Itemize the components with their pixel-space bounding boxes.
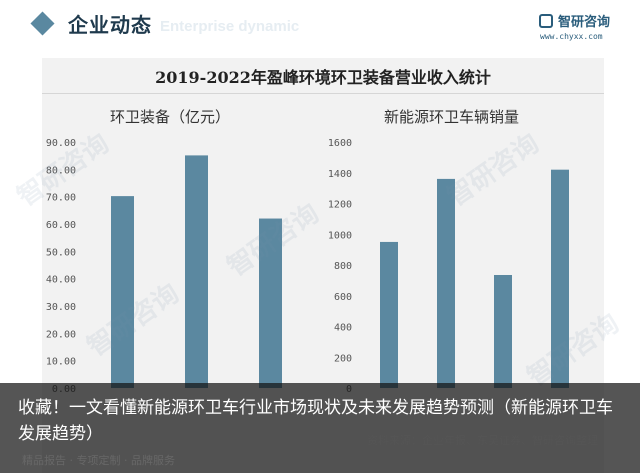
article-headline[interactable]: 收藏！一文看懂新能源环卫车行业市场现状及未来发展趋势预测（新能源环卫车发展趋势） — [18, 398, 613, 444]
article-banner[interactable] — [0, 383, 640, 473]
bar-2020 — [437, 178, 455, 388]
brand-name: 智研咨询 — [558, 15, 611, 30]
bar-2022 — [551, 169, 569, 388]
left-chart-title: 环卫装备（亿元） — [110, 108, 231, 126]
y-tick-label: 80.00 — [46, 165, 76, 176]
page-header: 企业动态 Enterprise dynamic 智研咨询 www.chyxx.c… — [0, 0, 640, 48]
bar-2019 — [111, 196, 134, 388]
chart-title: 2019-2022年盈峰环境环卫装备营业收入统计 — [155, 68, 491, 87]
section-subtitle: Enterprise dynamic — [160, 18, 300, 35]
right-chart-title: 新能源环卫车辆销量 — [384, 108, 520, 126]
y-tick-label: 1000 — [328, 230, 352, 241]
y-tick-label: 10.00 — [46, 357, 76, 368]
brand-logo-icon — [539, 14, 553, 28]
bar-2021 — [494, 274, 512, 388]
y-tick-label: 1400 — [328, 169, 352, 180]
y-tick-label: 50.00 — [46, 247, 76, 258]
y-tick-label: 800 — [334, 261, 352, 272]
bar-2019 — [380, 241, 398, 388]
y-tick-label: 30.00 — [46, 302, 76, 313]
y-tick-label: 70.00 — [46, 193, 76, 204]
y-tick-label: 40.00 — [46, 275, 76, 286]
section-title: 企业动态 — [68, 13, 152, 37]
y-tick-label: 20.00 — [46, 329, 76, 340]
diamond-icon — [30, 11, 55, 36]
title-divider — [42, 93, 604, 94]
y-tick-label: 200 — [334, 353, 352, 364]
y-tick-label: 60.00 — [46, 220, 76, 231]
y-tick-label: 1600 — [328, 138, 352, 149]
data-source: 资料来源：企业年报、东吴证券、智研咨询整理 — [367, 434, 598, 447]
y-tick-label: 400 — [334, 323, 352, 334]
y-tick-label: 90.00 — [46, 138, 76, 149]
y-tick-label: 600 — [334, 292, 352, 303]
footer-tags: 精品报告 · 专项定制 · 品牌服务 — [22, 454, 175, 467]
y-tick-label: 1200 — [328, 200, 352, 211]
left-bar-chart: 0.0010.0020.0030.0040.0050.0060.0070.008… — [46, 138, 282, 395]
bar-2020 — [185, 155, 208, 388]
bar-2021 — [259, 218, 282, 388]
brand-url: www.chyxx.com — [540, 32, 603, 41]
